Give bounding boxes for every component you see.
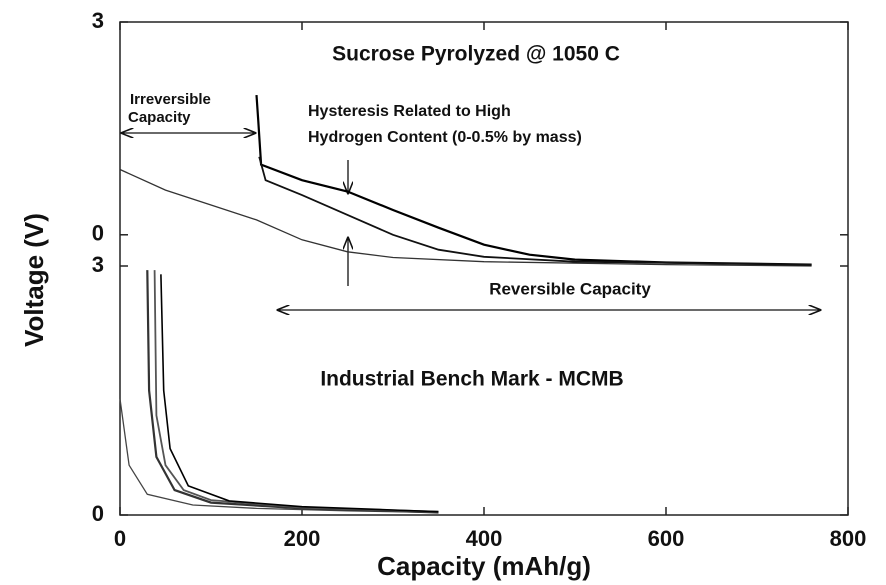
chart-title: Sucrose Pyrolyzed @ 1050 C (332, 43, 620, 66)
x-tick-label: 600 (648, 526, 685, 551)
line (255, 95, 812, 266)
y-tick-label: 3 (92, 252, 104, 277)
annotation: Reversible Capacity (489, 279, 651, 298)
chart-title: Industrial Bench Mark - MCMB (320, 368, 623, 391)
x-tick-label: 0 (114, 526, 126, 551)
x-tick-label: 200 (284, 526, 321, 551)
x-axis-label: Capacity (mAh/g) (377, 551, 591, 581)
y-axis-label: Voltage (V) (19, 213, 49, 347)
x-tick-label: 400 (466, 526, 503, 551)
annotation: Irreversible (130, 91, 211, 108)
line (160, 274, 439, 513)
y-tick-label: 0 (92, 501, 104, 526)
y-tick-label: 3 (92, 8, 104, 33)
x-tick-label: 800 (830, 526, 867, 551)
y-tick-label: 0 (92, 221, 104, 246)
annotation: Hysteresis Related to High (308, 103, 511, 120)
line (146, 270, 439, 514)
line (119, 398, 439, 514)
plot-frame (119, 21, 849, 516)
line (258, 156, 812, 266)
annotation: Capacity (128, 109, 191, 126)
line (119, 168, 812, 267)
annotation: Hydrogen Content (0-0.5% by mass) (308, 129, 582, 146)
line (153, 270, 439, 513)
